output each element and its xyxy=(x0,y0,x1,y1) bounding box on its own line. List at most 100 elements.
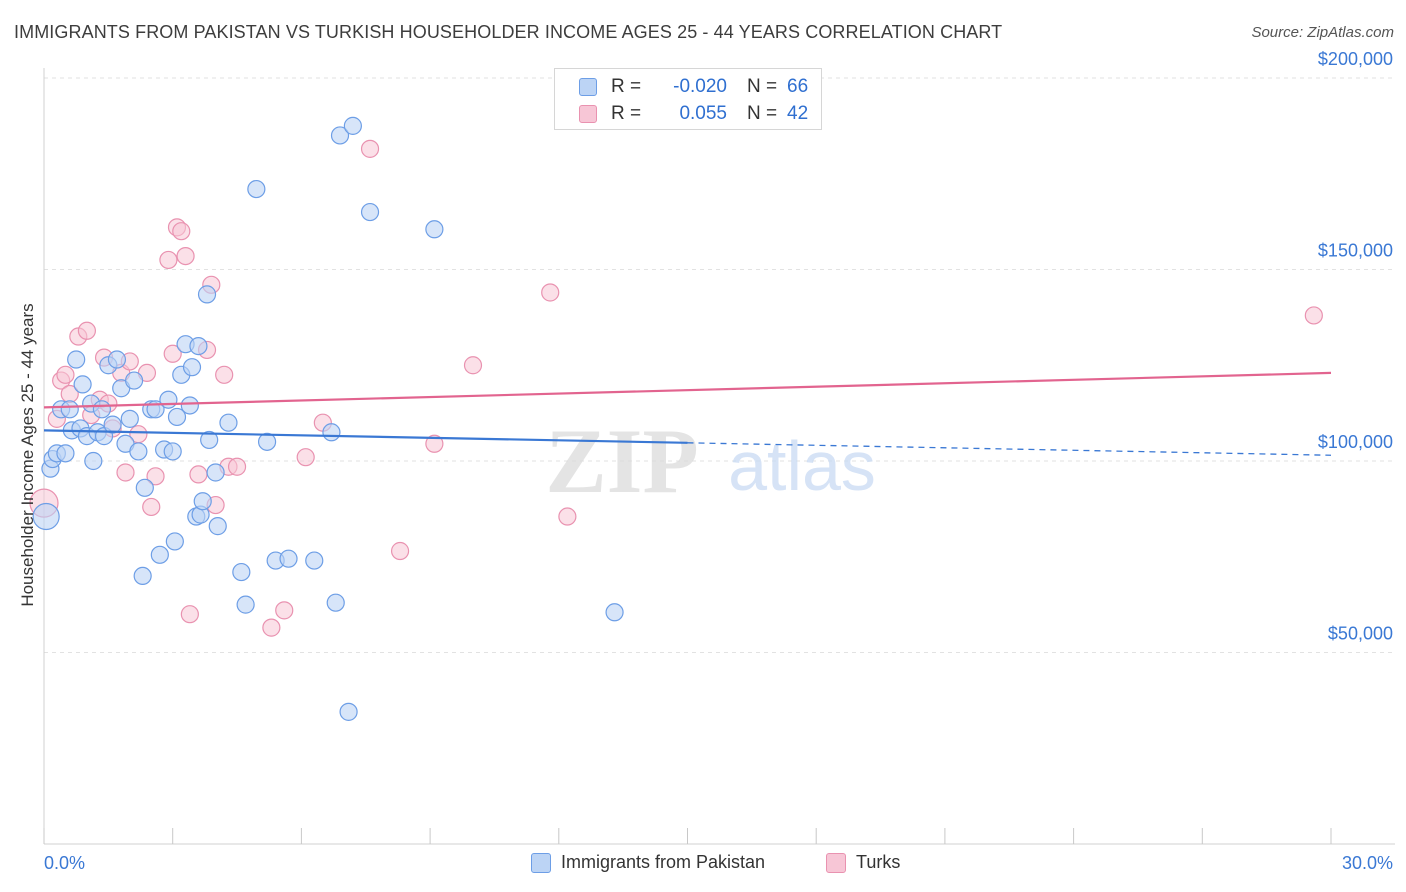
pakistan-point xyxy=(232,562,251,582)
source-credit: Source: ZipAtlas.com xyxy=(1251,24,1394,41)
turks-point xyxy=(146,467,165,486)
turks-point xyxy=(425,434,444,453)
pakistan-point xyxy=(206,463,225,482)
turks-point xyxy=(463,356,483,375)
stats-row-pakistan: R = -0.020 N = 66 xyxy=(579,75,808,99)
pakistan-point xyxy=(247,179,266,199)
pakistan-swatch xyxy=(579,78,597,96)
pakistan-trend-line-dashed xyxy=(687,442,1332,456)
watermark-zip: ZIP xyxy=(545,410,698,512)
pakistan-point xyxy=(305,551,324,570)
turks-point xyxy=(227,457,247,476)
pakistan-point xyxy=(330,126,350,145)
turks-point xyxy=(180,605,199,624)
y-axis-label: Householder Income Ages 25 - 44 years xyxy=(18,303,37,607)
pakistan-point xyxy=(60,400,79,419)
watermark-atlas: atlas xyxy=(728,427,876,505)
turks-point xyxy=(189,465,208,484)
r-label: R = xyxy=(611,103,642,124)
pakistan-point xyxy=(180,396,199,415)
pakistan-point xyxy=(219,413,238,432)
pakistan-point xyxy=(159,390,178,409)
pakistan-point xyxy=(32,502,60,531)
turks-legend-swatch xyxy=(826,852,846,873)
turks-point xyxy=(1304,306,1323,325)
pakistan-point xyxy=(133,566,152,586)
y-tick-label: $50,000 xyxy=(1328,624,1393,644)
turks-point xyxy=(142,497,161,517)
pakistan-point xyxy=(326,593,345,612)
turks-point xyxy=(360,139,380,158)
pakistan-point xyxy=(124,371,144,390)
turks-point xyxy=(275,601,294,620)
pakistan-point xyxy=(197,285,217,304)
pakistan-point xyxy=(193,492,212,511)
turks-point xyxy=(163,344,182,363)
stats-row-turks: R = 0.055 N = 42 xyxy=(579,102,808,126)
pakistan-point xyxy=(135,478,154,497)
turks-point xyxy=(77,321,97,340)
pakistan-point xyxy=(279,549,298,568)
x-tick-label: 30.0% xyxy=(1342,853,1393,873)
turks-point xyxy=(262,618,281,637)
turks-point xyxy=(558,507,577,526)
turks-swatch xyxy=(579,105,597,123)
pakistan-point xyxy=(182,358,202,377)
legend-item-pakistan[interactable]: Immigrants from Pakistan xyxy=(531,852,765,873)
turks-points xyxy=(29,139,1323,637)
chart-title: IMMIGRANTS FROM PAKISTAN VS TURKISH HOUS… xyxy=(14,22,1003,42)
pakistan-point xyxy=(163,442,182,461)
pakistan-point xyxy=(73,375,92,394)
turks-point xyxy=(56,365,75,384)
pakistan-point xyxy=(56,444,75,463)
pakistan-point xyxy=(189,337,208,356)
pakistan-point xyxy=(343,116,362,135)
pakistan-point xyxy=(322,423,341,442)
r-label: R = xyxy=(611,76,642,97)
x-tick-label: 0.0% xyxy=(44,853,85,873)
turks-point xyxy=(390,541,410,561)
watermark: ZIP atlas xyxy=(545,410,876,512)
turks-point xyxy=(541,283,560,302)
pakistan-point xyxy=(208,517,227,536)
turks-point xyxy=(296,448,315,467)
n-value: 42 xyxy=(787,103,809,124)
turks-point xyxy=(116,463,135,482)
turks-point xyxy=(159,250,178,270)
y-tick-label: $150,000 xyxy=(1318,241,1393,261)
bottom-legend: Immigrants from Pakistan Turks xyxy=(0,852,1406,878)
legend-label-turks: Turks xyxy=(856,852,901,872)
turks-trend-line xyxy=(43,371,1332,409)
n-label: N = xyxy=(747,76,778,97)
stats-legend: R = -0.020 N = 66 R = 0.055 N = 42 xyxy=(554,68,822,130)
pakistan-point xyxy=(339,702,358,721)
pakistan-point xyxy=(360,202,380,222)
legend-item-turks[interactable]: Turks xyxy=(826,852,900,873)
y-tick-label: $200,000 xyxy=(1318,49,1393,69)
y-tick-label: $100,000 xyxy=(1318,432,1393,452)
trend-lines xyxy=(43,371,1332,456)
pakistan-point xyxy=(150,545,169,564)
pakistan-point xyxy=(200,430,219,450)
pakistan-point xyxy=(67,350,86,369)
pakistan-point xyxy=(257,432,277,451)
axes xyxy=(43,68,1395,845)
pakistan-point xyxy=(120,409,139,428)
pakistan-point xyxy=(103,415,122,434)
n-value: 66 xyxy=(787,76,809,97)
pakistan-point xyxy=(92,400,112,419)
pakistan-point xyxy=(107,350,127,369)
pakistan-point xyxy=(129,442,148,461)
pakistan-legend-swatch xyxy=(531,852,551,873)
pakistan-trend-line xyxy=(43,429,688,444)
pakistan-point xyxy=(165,532,184,551)
turks-point xyxy=(172,222,191,241)
n-label: N = xyxy=(747,103,778,124)
r-value: -0.020 xyxy=(673,76,727,97)
pakistan-point xyxy=(167,407,187,427)
turks-point xyxy=(215,365,234,384)
tick-labels: $50,000 $100,000 $150,000 $200,000 0.0% 30.0% xyxy=(44,49,1393,873)
pakistan-point xyxy=(425,220,444,239)
pakistan-point xyxy=(84,451,103,471)
